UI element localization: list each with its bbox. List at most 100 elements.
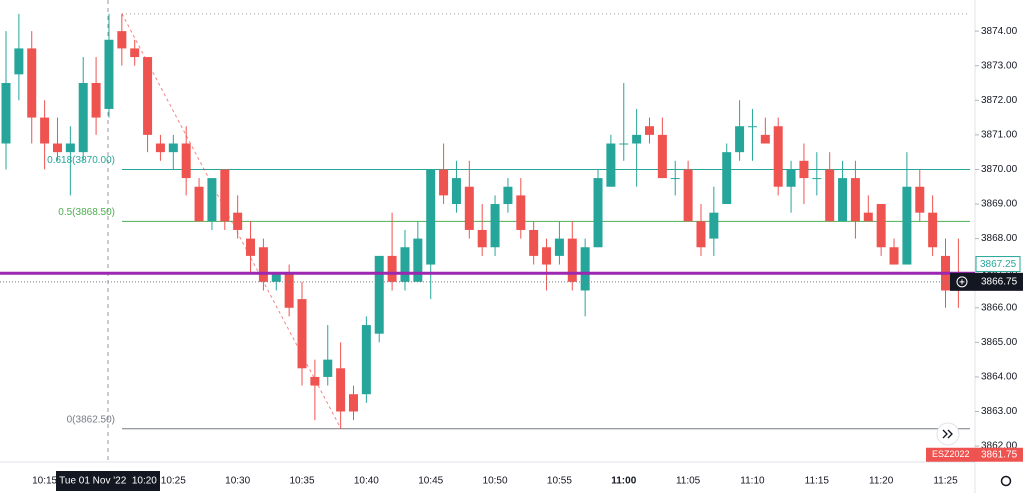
- candle-body: [143, 57, 153, 135]
- candle-body: [580, 247, 590, 291]
- candle-body: [799, 160, 809, 179]
- candle-body: [786, 169, 796, 187]
- candle-body: [722, 152, 732, 205]
- y-tick-label: 3866.00: [981, 302, 1018, 313]
- candle-body: [258, 247, 268, 282]
- candle-body: [464, 186, 474, 230]
- candle-body: [889, 247, 899, 265]
- candle-body: [348, 394, 358, 412]
- candle-body: [593, 178, 603, 248]
- candle-body: [928, 212, 938, 248]
- x-tick-label: 10:55: [547, 476, 572, 487]
- symbol-tag-box: [926, 447, 1023, 462]
- candle-body: [554, 238, 564, 256]
- y-tick-label: 3872.00: [981, 95, 1018, 106]
- fib-label: 0.618(3870.00): [47, 155, 115, 166]
- x-tick-label: 10:40: [354, 476, 379, 487]
- candle-body: [735, 126, 745, 153]
- plus-icon: [956, 276, 968, 288]
- scroll-button[interactable]: [936, 422, 960, 446]
- x-tick-label: 11:20: [869, 476, 894, 487]
- candle-body: [606, 143, 616, 187]
- candle-body: [825, 169, 835, 222]
- crosshair-label: Tue 01 Nov '22 10:20: [59, 476, 157, 487]
- candle-body: [567, 238, 577, 282]
- crosshair-label-box: [56, 471, 160, 491]
- candle-body: [773, 126, 783, 187]
- candle-body: [490, 204, 500, 248]
- candle-body: [336, 368, 346, 412]
- x-tick-label: 10:35: [289, 476, 314, 487]
- y-tick-label: 3874.00: [981, 26, 1018, 37]
- fib-label: 0(3862.50): [67, 414, 115, 425]
- candle-body: [14, 48, 24, 75]
- last-price: 3866.75: [981, 276, 1018, 287]
- candle-body: [181, 143, 191, 179]
- button-circle[interactable]: [936, 422, 960, 446]
- candle-body: [194, 186, 204, 222]
- y-tick-label: 3868.00: [981, 233, 1018, 244]
- candle-body: [902, 186, 912, 265]
- candle-body: [130, 48, 140, 58]
- candle-body: [542, 247, 552, 265]
- last-price-box: [950, 272, 1023, 291]
- gear[interactable]: [1000, 475, 1012, 487]
- candle-body: [27, 48, 37, 118]
- candle-body: [374, 255, 384, 334]
- candle-body: [670, 178, 680, 180]
- candle-body: [323, 359, 333, 377]
- x-tick-label: 11:25: [933, 476, 958, 487]
- candle-body: [632, 134, 642, 144]
- candle-body: [683, 169, 693, 222]
- candle-body: [400, 247, 410, 282]
- y-tick-label: 3862.00: [981, 441, 1018, 452]
- candle-body: [220, 169, 230, 222]
- candle-body: [516, 195, 526, 230]
- candle-body: [1, 82, 11, 144]
- candle-body: [78, 82, 88, 153]
- candle-body: [297, 299, 307, 369]
- x-tick-label: 10:45: [418, 476, 443, 487]
- x-tick-label: 11:05: [676, 476, 701, 487]
- settings-icon[interactable]: [1000, 475, 1012, 487]
- candle-body: [915, 186, 925, 213]
- x-tick-label: 11:15: [805, 476, 830, 487]
- x-tick-label: 11:10: [740, 476, 765, 487]
- symbol-name: ESZ2022: [932, 449, 970, 459]
- x-tick-label: 10:25: [161, 476, 186, 487]
- candle-body: [619, 143, 629, 145]
- candle-body: [863, 212, 873, 222]
- x-tick-label: 10:30: [225, 476, 250, 487]
- candle-body: [284, 273, 294, 308]
- candle-body: [657, 134, 667, 179]
- candle-body: [233, 212, 243, 230]
- candle-body: [65, 143, 75, 153]
- candle-body: [503, 186, 513, 205]
- y-tick-label: 3873.00: [981, 60, 1018, 71]
- y-tick-label: 3864.00: [981, 372, 1018, 383]
- candle-body: [310, 376, 320, 386]
- candle-body: [361, 325, 371, 395]
- candle-body: [812, 178, 822, 180]
- y-tick-label: 3870.00: [981, 164, 1018, 175]
- x-tick-label: 10:50: [483, 476, 508, 487]
- candle-body: [838, 178, 848, 222]
- y-tick-label: 3869.00: [981, 199, 1018, 210]
- candle-body: [168, 143, 178, 153]
- candle-body: [760, 134, 770, 144]
- candle-body: [52, 143, 62, 153]
- candle-body: [104, 39, 114, 109]
- fib-label: 0.5(3868.50): [58, 207, 115, 218]
- y-tick-label: 3865.00: [981, 337, 1018, 348]
- candle-body: [876, 204, 886, 248]
- candle-body: [439, 169, 449, 196]
- button-icon[interactable]: [942, 429, 953, 439]
- x-tick-label: 11:00: [611, 476, 636, 487]
- candle-body: [709, 212, 719, 239]
- candle-body: [477, 229, 487, 248]
- x-tick-label: 10:15: [32, 476, 57, 487]
- symbol-price: 3861.75: [981, 449, 1018, 460]
- candle-body: [40, 117, 50, 144]
- candle-body: [747, 126, 757, 128]
